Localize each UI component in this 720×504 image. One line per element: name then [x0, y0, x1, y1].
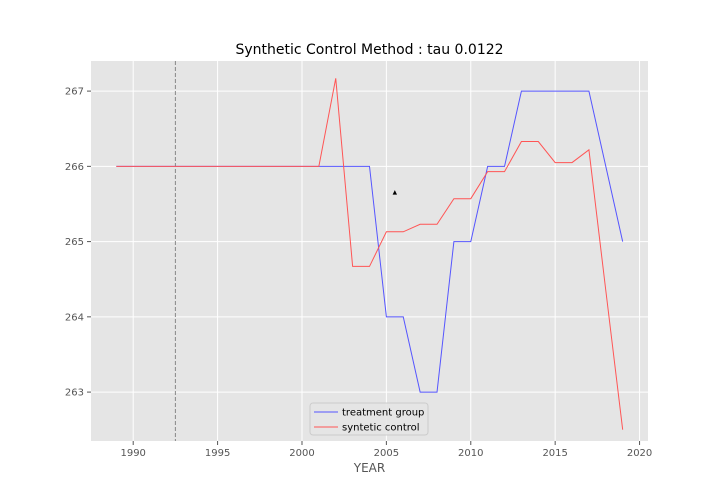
- legend-entry-1: syntetic control: [342, 423, 420, 434]
- series-layer: [116, 78, 624, 430]
- x-tick-label: 2005: [374, 448, 399, 459]
- legend-box: [309, 402, 429, 436]
- ticks: 1990 1995 2000 2005 2010 2015 2020 263 264 265 266…: [65, 87, 652, 459]
- legend-entry-0: treatment group: [342, 408, 424, 419]
- y-tick-label: 264: [65, 312, 84, 323]
- series-line-1: [116, 78, 624, 430]
- legend: treatment group syntetic control: [309, 402, 429, 436]
- x-tick-label: 2010: [458, 448, 483, 459]
- x-axis-label: YEAR: [353, 461, 385, 475]
- chart-title: Synthetic Control Method : tau 0.0122: [235, 42, 503, 58]
- x-tick-label: 2015: [542, 448, 567, 459]
- y-tick-label: 266: [65, 162, 84, 173]
- y-tick-label: 267: [65, 87, 84, 98]
- x-tick-label: 2000: [289, 448, 314, 459]
- y-tick-label: 263: [65, 388, 84, 399]
- plot-background: [91, 61, 648, 441]
- x-tick-label: 1995: [205, 448, 230, 459]
- x-tick-label: 2020: [627, 448, 652, 459]
- marker-triangle: [392, 190, 398, 195]
- y-tick-label: 265: [65, 237, 84, 248]
- x-tick-label: 1990: [120, 448, 145, 459]
